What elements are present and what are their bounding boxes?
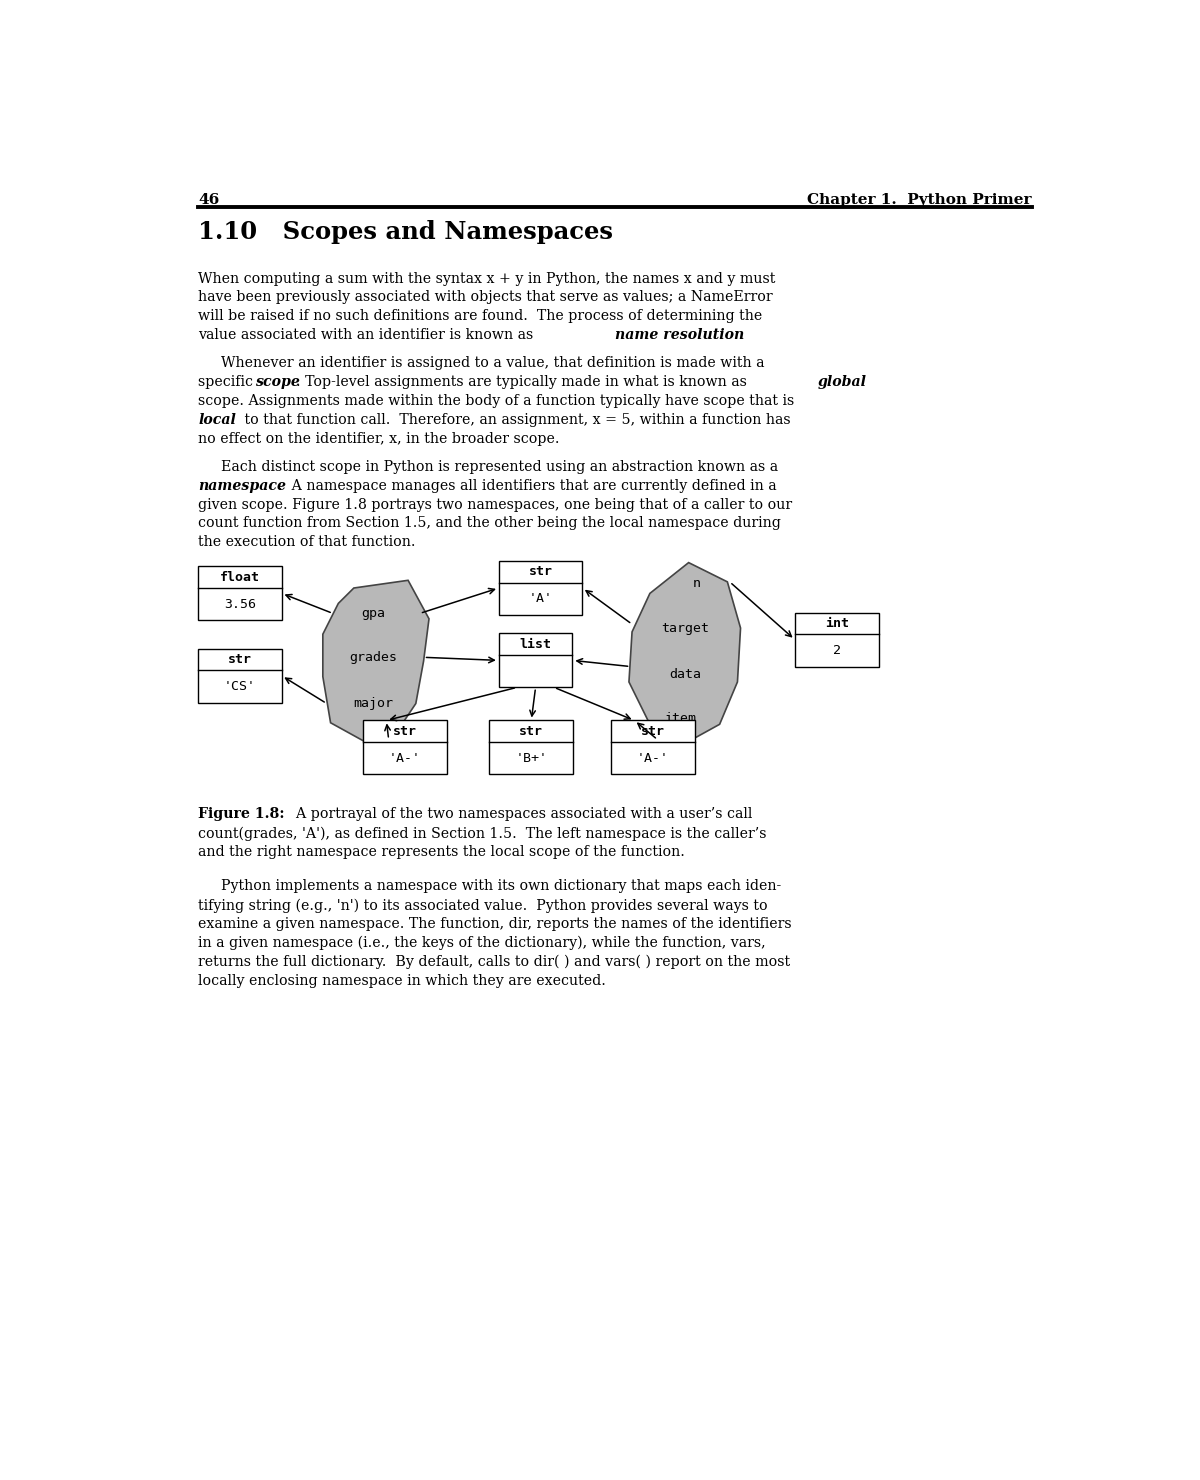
Text: 'A-': 'A-': [637, 752, 668, 765]
Text: specific: specific: [198, 374, 258, 389]
Bar: [490, 721, 574, 774]
Bar: [364, 721, 446, 774]
Text: and the right namespace represents the local scope of the function.: and the right namespace represents the l…: [198, 845, 685, 860]
Text: locally enclosing namespace in which they are executed.: locally enclosing namespace in which the…: [198, 974, 606, 987]
Text: 'A': 'A': [529, 592, 553, 605]
Text: 3.56: 3.56: [224, 598, 256, 611]
Text: Whenever an identifier is assigned to a value, that definition is made with a: Whenever an identifier is assigned to a …: [221, 357, 764, 370]
Text: .: .: [739, 329, 744, 342]
Bar: [198, 648, 282, 703]
Polygon shape: [323, 580, 430, 741]
Text: name resolution: name resolution: [616, 329, 744, 342]
Text: str: str: [228, 653, 252, 666]
Text: no effect on the identifier, x, in the broader scope.: no effect on the identifier, x, in the b…: [198, 432, 559, 445]
Text: 'CS': 'CS': [224, 681, 256, 693]
Text: returns the full dictionary.  By default, calls to dir( ) and vars( ) report on : returns the full dictionary. By default,…: [198, 955, 790, 969]
Text: given scope. Figure 1.8 portrays two namespaces, one being that of a caller to o: given scope. Figure 1.8 portrays two nam…: [198, 497, 792, 512]
Text: major: major: [353, 697, 394, 710]
Bar: [499, 561, 582, 616]
Text: When computing a sum with the syntax x + y in Python, the names x and y must: When computing a sum with the syntax x +…: [198, 271, 775, 286]
Text: target: target: [661, 622, 709, 635]
Text: in a given namespace (i.e., the keys of the dictionary), while the function, var: in a given namespace (i.e., the keys of …: [198, 935, 766, 950]
Text: the execution of that function.: the execution of that function.: [198, 536, 415, 549]
Text: str: str: [529, 565, 553, 579]
Text: value associated with an identifier is known as: value associated with an identifier is k…: [198, 329, 538, 342]
Polygon shape: [629, 562, 740, 743]
Text: to that function call.  Therefore, an assignment, x = 5, within a function has: to that function call. Therefore, an ass…: [240, 413, 791, 426]
Text: int: int: [824, 617, 848, 630]
Text: count(grades, 'A'), as defined in Section 1.5.  The left namespace is the caller: count(grades, 'A'), as defined in Sectio…: [198, 826, 767, 841]
Text: Each distinct scope in Python is represented using an abstraction known as a: Each distinct scope in Python is represe…: [221, 460, 779, 474]
Text: Chapter 1.  Python Primer: Chapter 1. Python Primer: [808, 192, 1032, 207]
Text: str: str: [520, 725, 544, 737]
Text: 46: 46: [198, 192, 220, 207]
Bar: [198, 567, 282, 620]
Text: namespace: namespace: [198, 478, 286, 493]
Text: grades: grades: [349, 651, 397, 665]
Text: examine a given namespace. The function, dir, reports the names of the identifie: examine a given namespace. The function,…: [198, 918, 792, 931]
Text: have been previously associated with objects that serve as values; a NameError: have been previously associated with obj…: [198, 290, 773, 305]
Bar: [499, 633, 572, 687]
Text: 'B+': 'B+': [515, 752, 547, 765]
Text: global: global: [818, 374, 868, 389]
Bar: [611, 721, 695, 774]
Text: item: item: [665, 712, 697, 725]
Text: tifying string (e.g., 'n') to its associated value.  Python provides several way: tifying string (e.g., 'n') to its associ…: [198, 898, 768, 913]
Text: str: str: [392, 725, 416, 737]
Text: Figure 1.8:: Figure 1.8:: [198, 808, 284, 821]
Text: . Top-level assignments are typically made in what is known as: . Top-level assignments are typically ma…: [296, 374, 752, 389]
Text: n: n: [692, 577, 701, 591]
Text: .  A namespace manages all identifiers that are currently defined in a: . A namespace manages all identifiers th…: [278, 478, 776, 493]
Text: list: list: [520, 638, 552, 651]
Text: 1.10   Scopes and Namespaces: 1.10 Scopes and Namespaces: [198, 221, 613, 244]
Text: 2: 2: [833, 644, 841, 657]
Text: count function from Section 1.5, and the other being the local namespace during: count function from Section 1.5, and the…: [198, 517, 781, 530]
Text: gpa: gpa: [361, 607, 385, 620]
Text: scope: scope: [256, 374, 300, 389]
Bar: [794, 613, 878, 666]
Text: Python implements a namespace with its own dictionary that maps each iden-: Python implements a namespace with its o…: [221, 879, 781, 894]
Text: data: data: [668, 667, 701, 681]
Text: 'A-': 'A-': [389, 752, 421, 765]
Text: local: local: [198, 413, 236, 426]
Text: scope. Assignments made within the body of a function typically have scope that : scope. Assignments made within the body …: [198, 394, 794, 408]
Text: will be raised if no such definitions are found.  The process of determining the: will be raised if no such definitions ar…: [198, 309, 762, 323]
Text: str: str: [641, 725, 665, 737]
Text: A portrayal of the two namespaces associated with a user’s call: A portrayal of the two namespaces associ…: [287, 808, 752, 821]
Text: float: float: [220, 571, 260, 583]
